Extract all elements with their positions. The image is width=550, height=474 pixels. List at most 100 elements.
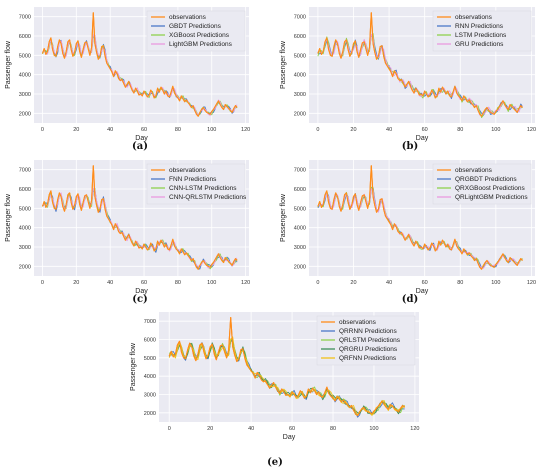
y-tick-label: 2000 <box>19 264 31 270</box>
series-group <box>168 316 406 418</box>
x-tick-label: 120 <box>241 280 250 286</box>
x-tick-label: 0 <box>41 280 44 286</box>
y-tick-label: 7000 <box>19 15 31 21</box>
legend: observations QRGBDT Predictions QRXGBoost … <box>432 163 532 205</box>
series-line-observations <box>41 12 238 117</box>
x-tick-label: 80 <box>175 280 181 286</box>
legend-entry: QRRNN Predictions <box>339 328 398 335</box>
legend-entry: LightGBM Predictions <box>169 41 233 48</box>
panel-label: (e) <box>267 457 283 468</box>
y-tick-label: 4000 <box>19 226 31 232</box>
x-tick-label: 120 <box>527 280 536 286</box>
legend-entry: QRFNN Predictions <box>339 355 397 362</box>
legend: observations RNN Predictions LSTM Predicti… <box>432 10 532 52</box>
series-line-observations <box>168 316 406 417</box>
x-axis-label: Day <box>416 288 429 295</box>
y-tick-label: 4000 <box>19 73 31 79</box>
y-tick-label: 2000 <box>19 111 31 117</box>
panel-label: (a) <box>132 141 148 152</box>
panel-label: (b) <box>402 141 418 152</box>
y-tick-label: 3000 <box>294 245 306 251</box>
x-tick-label: 80 <box>457 280 463 286</box>
x-tick-label: 20 <box>207 426 213 432</box>
x-tick-label: 80 <box>330 426 336 432</box>
x-tick-label: 100 <box>491 127 500 133</box>
x-tick-label: 80 <box>457 127 463 133</box>
series-group <box>41 12 238 117</box>
x-axis-label: Day <box>135 135 148 142</box>
legend-entry: GBDT Predictions <box>169 23 222 30</box>
y-axis-label: Passenger flow <box>5 40 12 89</box>
y-tick-label: 7000 <box>144 319 156 325</box>
y-tick-label: 2000 <box>144 411 156 417</box>
legend-entry: observations <box>169 14 207 21</box>
x-tick-label: 80 <box>175 127 181 133</box>
x-axis-label: Day <box>283 434 296 441</box>
legend-entry: CNN-QRLSTM Predictions <box>169 194 247 201</box>
y-tick-label: 3000 <box>294 92 306 98</box>
y-axis-label: Passenger flow <box>5 193 12 242</box>
x-tick-label: 0 <box>168 426 171 432</box>
x-axis-label: Day <box>135 288 148 295</box>
y-tick-label: 4000 <box>294 73 306 79</box>
y-tick-label: 4000 <box>144 374 156 380</box>
y-tick-label: 2000 <box>294 264 306 270</box>
legend: observations GBDT Predictions XGBoost Pred… <box>146 10 246 52</box>
x-tick-label: 120 <box>241 127 250 133</box>
y-tick-label: 6000 <box>19 34 31 40</box>
series-line-observations <box>41 165 238 270</box>
legend-box <box>146 10 246 52</box>
panel-label: (d) <box>402 294 418 305</box>
legend-entry: QRXGBoost Predictions <box>455 185 525 192</box>
chart-panel-a: 2000 3000 4000 5000 6000 7000 0 20 40 60 80 100 120 D… <box>5 7 250 152</box>
legend-entry: observations <box>169 167 207 174</box>
y-tick-label: 7000 <box>294 168 306 174</box>
x-tick-label: 20 <box>350 127 356 133</box>
legend-entry: QRLightGBM Predictions <box>455 194 528 201</box>
x-tick-label: 60 <box>141 280 147 286</box>
x-tick-label: 100 <box>491 280 500 286</box>
legend-entry: observations <box>455 167 493 174</box>
series-line-observations <box>317 165 523 270</box>
y-tick-label: 3000 <box>144 393 156 399</box>
x-tick-label: 40 <box>107 127 113 133</box>
y-tick-label: 5000 <box>144 356 156 362</box>
y-tick-label: 3000 <box>19 92 31 98</box>
legend-entry: observations <box>455 14 493 21</box>
x-tick-label: 100 <box>207 280 216 286</box>
legend-entry: RNN Predictions <box>455 23 504 30</box>
y-axis-label: Passenger flow <box>280 40 287 89</box>
y-tick-label: 7000 <box>19 168 31 174</box>
chart-panel-e: 2000 3000 4000 5000 6000 7000 0 20 40 60 80 100 120 D… <box>130 312 419 468</box>
x-tick-label: 40 <box>248 426 254 432</box>
series-group <box>317 165 523 270</box>
legend-entry: XGBoost Predictions <box>169 32 230 39</box>
x-tick-label: 60 <box>141 127 147 133</box>
y-tick-label: 2000 <box>294 111 306 117</box>
y-tick-label: 6000 <box>19 187 31 193</box>
legend: observations FNN Predictions CNN-LSTM Pred… <box>146 163 247 205</box>
chart-panel-b: 2000 3000 4000 5000 6000 7000 0 20 40 60 80 100 120 D… <box>280 7 536 152</box>
y-tick-label: 6000 <box>294 34 306 40</box>
y-tick-label: 6000 <box>144 338 156 344</box>
x-tick-label: 20 <box>350 280 356 286</box>
x-tick-label: 100 <box>207 127 216 133</box>
chart-panel-d: 2000 3000 4000 5000 6000 7000 0 20 40 60 80 100 120 D… <box>280 160 536 305</box>
legend-entry: QRGBDT Predictions <box>455 176 517 183</box>
x-tick-label: 120 <box>527 127 536 133</box>
legend-entry: QRLSTM Predictions <box>339 337 401 344</box>
x-tick-label: 120 <box>410 426 419 432</box>
x-tick-label: 0 <box>316 127 319 133</box>
x-tick-label: 0 <box>41 127 44 133</box>
y-tick-label: 5000 <box>294 53 306 59</box>
y-tick-label: 5000 <box>19 53 31 59</box>
legend-entry: QRGRU Predictions <box>339 346 398 353</box>
x-tick-label: 20 <box>73 280 79 286</box>
x-axis-label: Day <box>416 135 429 142</box>
legend-entry: CNN-LSTM Predictions <box>169 185 237 192</box>
y-axis-label: Passenger flow <box>280 193 287 242</box>
legend-entry: GRU Predictions <box>455 41 504 48</box>
chart-panel-c: 2000 3000 4000 5000 6000 7000 0 20 40 60 80 100 120 D… <box>5 160 250 305</box>
x-tick-label: 40 <box>107 280 113 286</box>
